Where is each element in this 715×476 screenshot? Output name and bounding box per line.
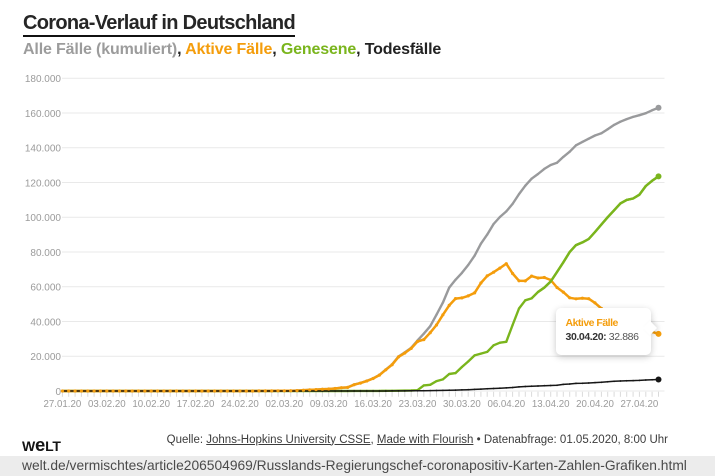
svg-text:23.03.20: 23.03.20 [399, 399, 437, 410]
svg-text:0: 0 [55, 387, 61, 398]
svg-text:27.04.20: 27.04.20 [621, 399, 659, 410]
svg-text:24.02.20: 24.02.20 [221, 399, 259, 410]
svg-text:03.02.20: 03.02.20 [88, 399, 126, 410]
svg-text:16.03.20: 16.03.20 [354, 399, 392, 410]
svg-text:13.04.20: 13.04.20 [532, 399, 570, 410]
svg-text:180.000: 180.000 [25, 74, 62, 85]
svg-text:20.000: 20.000 [30, 352, 61, 363]
svg-text:100.000: 100.000 [25, 213, 62, 224]
svg-text:160.000: 160.000 [25, 109, 62, 120]
svg-text:06.04.20: 06.04.20 [487, 399, 525, 410]
svg-text:09.03.20: 09.03.20 [310, 399, 348, 410]
svg-text:60.000: 60.000 [30, 283, 61, 294]
svg-text:120.000: 120.000 [25, 178, 62, 189]
svg-text:20.04.20: 20.04.20 [576, 399, 614, 410]
svg-text:40.000: 40.000 [30, 317, 61, 328]
svg-text:140.000: 140.000 [25, 144, 62, 155]
svg-text:02.03.20: 02.03.20 [265, 399, 303, 410]
svg-text:10.02.20: 10.02.20 [132, 399, 170, 410]
svg-text:30.03.20: 30.03.20 [443, 399, 481, 410]
svg-text:17.02.20: 17.02.20 [177, 399, 215, 410]
svg-text:27.01.20: 27.01.20 [44, 399, 82, 410]
svg-text:80.000: 80.000 [30, 248, 61, 259]
